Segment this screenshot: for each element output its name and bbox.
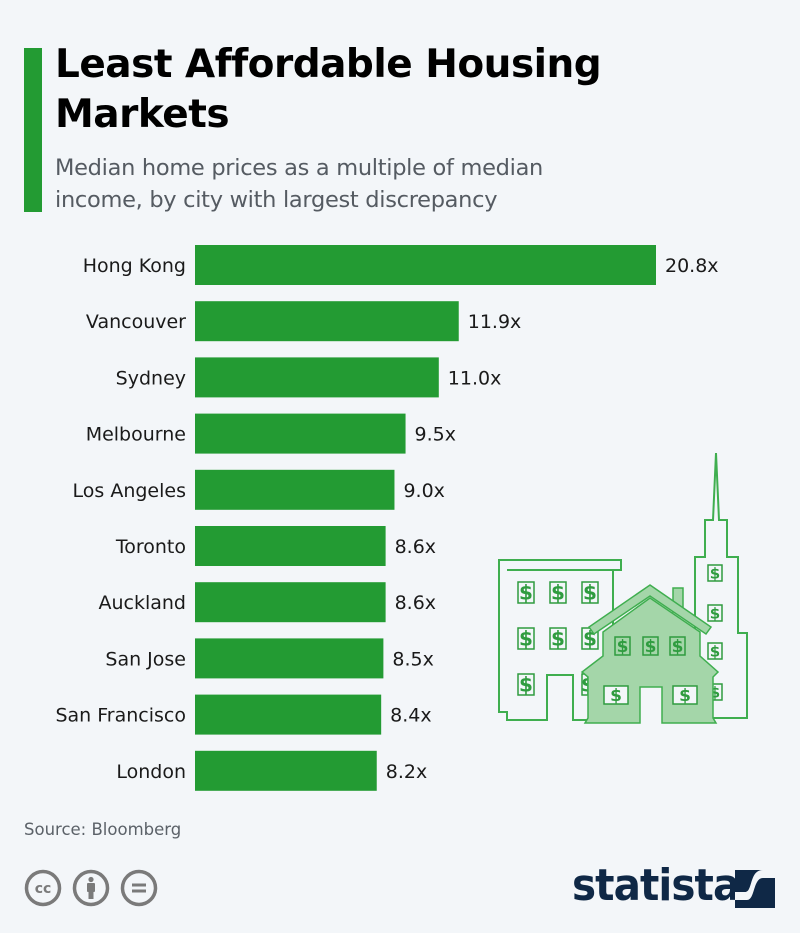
value-label: 9.5x [415,424,456,446]
value-label: 8.5x [392,648,433,670]
dollar-sign-icon: $ [710,564,720,582]
dollar-window-icon [517,581,535,604]
category-label: Sydney [116,367,186,389]
dollar-window-icon [549,627,567,650]
bar-los-angeles [195,469,395,510]
dollar-sign-icon: $ [551,626,565,650]
bar-san-jose [195,638,384,679]
bar-san-francisco [195,694,382,735]
category-label: Auckland [98,592,186,614]
category-label: Hong Kong [83,255,186,277]
chart-subtitle: Median home prices as a multiple of medi… [55,155,544,213]
category-label: Toronto [115,536,186,558]
dollar-window-icon [707,564,723,582]
dollar-window-icon [581,581,599,604]
dollar-sign-icon: $ [617,637,629,657]
dollar-sign-icon: $ [610,686,622,706]
dollar-sign-icon: $ [710,604,720,622]
house-roof [587,584,713,636]
category-label: Los Angeles [73,480,186,502]
category-label: San Jose [105,648,186,670]
dollar-sign-icon: $ [583,580,597,604]
title-accent-bar [24,48,42,212]
source-note: Source: Bloomberg [24,820,182,839]
building-windows: $$$$$$$$ [517,580,599,696]
value-label: 11.9x [468,311,522,333]
dollar-window-icon [517,627,535,650]
dollar-sign-icon: $ [551,580,565,604]
value-label: 20.8x [665,255,719,277]
bar-auckland [195,582,386,623]
dollar-sign-icon: $ [710,642,720,660]
dollar-window-icon [549,581,567,604]
dollar-sign-icon: $ [679,686,691,706]
bar-sydney [195,357,439,398]
value-label: 8.6x [395,592,436,614]
creative-commons-icon[interactable]: cc [24,869,62,907]
statista-logo-icon[interactable] [735,870,775,908]
dollar-window-icon [517,673,535,696]
category-label: Vancouver [86,311,186,333]
dollar-window-icon [672,685,698,705]
bar-melbourne [195,413,406,454]
housing-illustration: $$$$$$$$ $$$$ $$$$$ [498,452,748,724]
svg-text:cc: cc [35,881,52,897]
bar-toronto [195,526,386,566]
category-label: Melbourne [86,424,186,446]
dollar-sign-icon: $ [645,637,657,657]
dollar-window-icon [614,636,631,656]
value-label: 8.6x [395,536,436,558]
house-windows: $ $ $ $ $ [603,636,698,706]
value-label: 11.0x [448,367,502,389]
bar-london [195,750,377,791]
dollar-sign-icon: $ [710,683,720,701]
dollar-window-icon [603,685,629,705]
dollar-sign-icon: $ [672,637,684,657]
category-label: San Francisco [55,705,186,727]
chart-title: Least Affordable Housing Markets [55,42,602,137]
dollar-window-icon [707,604,723,622]
bar-vancouver [195,301,459,342]
statista-logo-text[interactable]: statista [572,860,740,911]
category-label: London [116,761,186,783]
dollar-sign-icon: $ [519,672,533,696]
license-icons: cc [24,869,158,907]
bar-hong-kong [195,245,656,285]
dollar-sign-icon: $ [519,580,533,604]
dollar-sign-icon: $ [519,626,533,650]
bars: Hong Kong 20.8x Vancouver 11.9x Sydney 11.0x M… [55,245,719,791]
dollar-window-icon [642,636,659,656]
value-label: 9.0x [403,480,444,502]
dollar-window-icon [707,642,723,660]
value-label: 8.2x [386,761,427,783]
attribution-icon[interactable] [72,869,110,907]
dollar-window-icon [669,636,686,656]
no-derivatives-icon[interactable] [120,869,158,907]
value-label: 8.4x [390,705,431,727]
